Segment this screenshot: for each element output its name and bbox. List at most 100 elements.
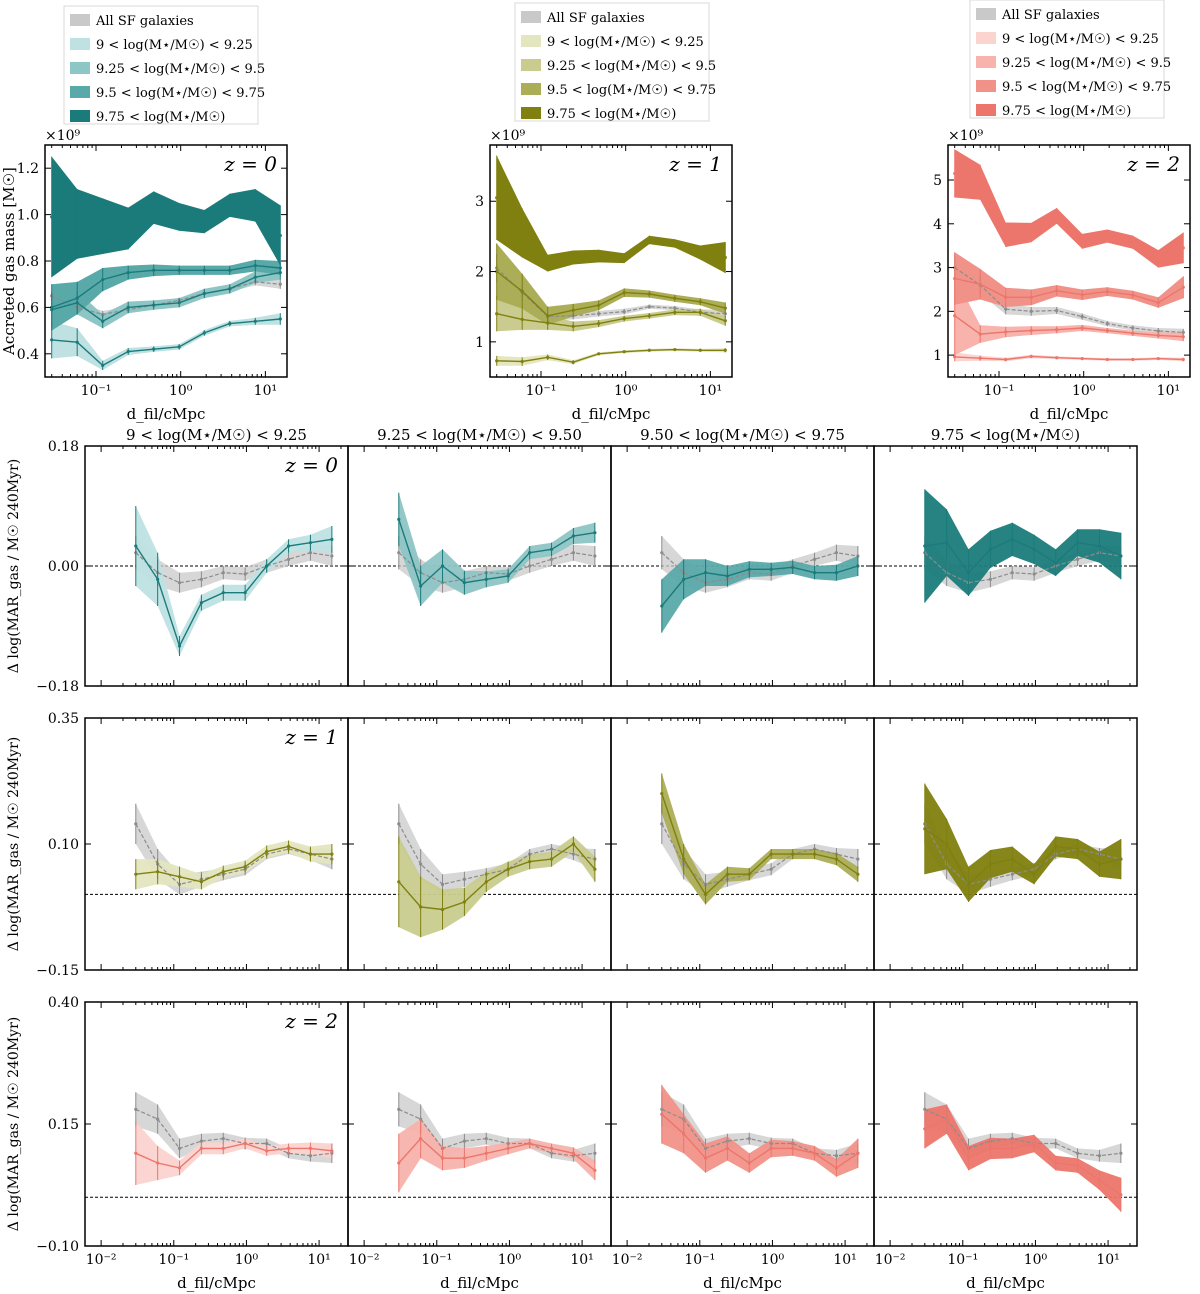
mass-bin-line-point — [1119, 554, 1123, 558]
mass-bin-line-point — [1097, 1178, 1102, 1182]
mass-bin-line-point — [253, 264, 257, 268]
all-sf-band — [398, 1092, 595, 1163]
mass-bin-line-point — [988, 1146, 992, 1150]
mass-bin-line-point — [622, 291, 626, 295]
all-sf-line — [398, 1108, 595, 1157]
mass-bin-line-point — [988, 862, 992, 866]
y-tick-label: 1.0 — [17, 208, 39, 224]
mass-bin-line-point — [546, 314, 550, 318]
mass-bin-line-point — [156, 870, 160, 874]
mass-bin-line — [954, 315, 1184, 338]
mass-bin-line-point — [101, 277, 105, 282]
panel-frame — [610, 717, 875, 971]
legend-box — [514, 2, 710, 122]
mass-bin-line-point — [622, 350, 626, 354]
y-tick-label: −0.10 — [36, 1239, 79, 1255]
panel-frame — [347, 1001, 612, 1247]
mass-bin-line-point — [101, 224, 105, 228]
mass-bin-line-point — [1131, 331, 1135, 335]
all-sf-line-point — [1075, 557, 1080, 561]
mass-bin-line-point — [397, 880, 401, 884]
all-sf-line-point — [330, 554, 334, 558]
mass-bin-line-point — [397, 1161, 401, 1165]
mass-bin-line-point — [520, 231, 524, 235]
mass-bin-line-point — [923, 1127, 927, 1131]
mass-bin-line-point — [243, 865, 247, 869]
mass-bin-line-point — [126, 349, 130, 354]
y-tick-label: 0.00 — [48, 559, 79, 575]
mass-bin-line-point — [856, 564, 860, 568]
mass-bin-line-point — [698, 250, 702, 255]
x-tick-label: 10⁰ — [235, 1252, 259, 1268]
mass-bin-line-point — [856, 1151, 860, 1155]
x-tick-label: 10⁻¹ — [421, 1252, 452, 1268]
all-sf-line-point — [747, 1137, 751, 1141]
panel-frame — [873, 717, 1138, 971]
mass-bin-line — [496, 348, 726, 363]
top-panel-1: 10⁻¹ 10⁰ 10¹ 1 2 3 z = 1 d_fil/cMpc — [475, 144, 733, 423]
all-sf-line-point — [199, 577, 203, 581]
legend: All SF galaxies 9 < log(M⋆/M☉) < 9.25 9.25… — [63, 5, 265, 125]
mass-bin-band — [496, 348, 726, 366]
panel-frame — [84, 1001, 349, 1247]
mass-bin-line-point — [747, 567, 751, 571]
top-panel-2: 10⁻¹ 10⁰ 10¹ 1 2 3 4 5 z = 2 d_fil/cMpc — [933, 144, 1191, 423]
all-sf-line-point — [549, 557, 554, 561]
mass-bin-line-point — [647, 238, 651, 242]
all-sf-line-point — [622, 310, 626, 314]
panel-frame — [947, 144, 1191, 378]
x-tick-label: 10⁰ — [761, 1252, 785, 1268]
legend-swatch — [521, 83, 541, 95]
all-sf-line — [135, 552, 332, 584]
mass-bin-line-point — [495, 312, 499, 316]
mass-bin-line-point — [571, 1151, 576, 1155]
mass-bin-line-point — [308, 852, 313, 856]
mass-bin-line-point — [966, 571, 971, 575]
mass-bin-line-point — [1075, 541, 1080, 545]
mass-bin-line-point — [419, 584, 423, 588]
legend-box — [969, 0, 1165, 119]
all-sf-line — [496, 267, 726, 318]
mass-bin-line — [51, 318, 281, 367]
all-sf-line-point — [834, 1154, 839, 1158]
mass-bin-line-point — [1156, 333, 1160, 338]
mass-bin-line-point — [520, 289, 524, 293]
mass-bin-line — [661, 565, 859, 607]
all-sf-line-point — [308, 551, 313, 555]
mass-bin-line-point — [75, 340, 79, 344]
mass-bin-line-point — [265, 849, 269, 854]
all-sf-line-point — [856, 857, 860, 861]
all-sf-band — [661, 803, 858, 895]
y-tick-label: 0.18 — [48, 439, 79, 455]
all-sf-line-point — [1010, 872, 1014, 876]
mass-bin-line-point — [484, 1151, 488, 1155]
all-sf-line-point — [419, 862, 423, 866]
mass-bin-line-point — [1105, 357, 1109, 362]
all-sf-line-point — [221, 571, 225, 575]
mass-bin-line-point — [703, 571, 708, 575]
grid-y-axis-label: Δ log(MAR_gas / M☉ 240Myr) — [6, 1017, 22, 1231]
legend-label: 9.25 < log(M⋆/M☉) < 9.5 — [1002, 56, 1171, 71]
all-sf-line-point — [1080, 314, 1084, 319]
mass-bin-line-point — [1029, 329, 1033, 333]
x-axis-label: d_fil/cMpc — [177, 1274, 256, 1292]
x-tick-label: 10⁻¹ — [947, 1252, 978, 1268]
legend-label: 9.5 < log(M⋆/M☉) < 9.75 — [96, 86, 265, 101]
x-tick-label: 10⁰ — [169, 383, 193, 399]
all-sf-band — [135, 536, 332, 593]
y-tick-label: 0.35 — [48, 711, 79, 727]
x-tick-label: 10⁻¹ — [984, 383, 1015, 399]
mass-bin-line — [924, 828, 1122, 886]
legend-label: 9.75 < log(M⋆/M☉) — [1002, 104, 1131, 119]
mass-bin-line-point — [698, 310, 702, 314]
mass-bin-band — [661, 556, 858, 633]
mass-bin-line-point — [484, 577, 488, 581]
mass-bin-line-point — [202, 291, 206, 296]
mass-bin-line-point — [228, 268, 232, 272]
mass-bin-line-point — [571, 255, 575, 260]
all-sf-line — [661, 552, 858, 584]
mass-bin-line-point — [769, 1146, 773, 1150]
grid-panel-1-0: −0.15 0.10 0.35 z = 1 — [36, 711, 349, 979]
mass-bin-line-point — [528, 860, 532, 864]
mass-bin-band — [135, 1121, 332, 1185]
